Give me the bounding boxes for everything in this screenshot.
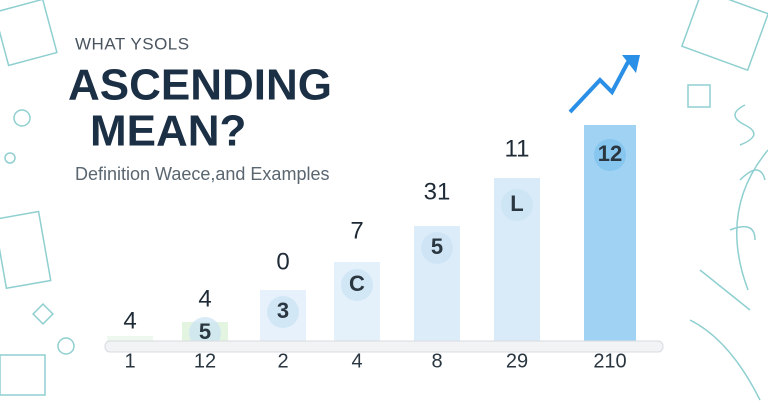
inner-label: L xyxy=(510,191,523,216)
inner-label: 3 xyxy=(277,298,289,323)
label-badge xyxy=(594,139,626,171)
label-badge xyxy=(267,296,299,328)
title-line: ASCENDING xyxy=(68,61,332,110)
top-label: 11 xyxy=(505,135,530,162)
base-label: 210 xyxy=(593,350,626,372)
base-label: 4 xyxy=(351,350,362,372)
column-bar xyxy=(107,336,153,344)
base-label: 8 xyxy=(431,350,442,372)
base-label: 2 xyxy=(277,350,288,372)
columns: 4 1 5 4 12 3 0 2 C 7 4 5 31 8 L 11 29 12 210 xyxy=(107,125,636,372)
label-badge xyxy=(501,189,533,221)
inner-label: 5 xyxy=(431,234,443,259)
top-label: 4 xyxy=(123,307,136,334)
top-label: 4 xyxy=(198,285,211,312)
top-label: 0 xyxy=(276,248,289,275)
base-label: 29 xyxy=(506,350,528,372)
title-line: MEAN? xyxy=(90,107,246,156)
label-badge xyxy=(341,269,373,301)
top-label: 7 xyxy=(350,217,363,244)
base-label: 12 xyxy=(194,350,216,372)
subtitle: Definition Waece,and Examples xyxy=(75,164,329,184)
inner-label: C xyxy=(349,271,365,296)
baseline xyxy=(104,340,664,353)
kicker: WHAT YSOLS xyxy=(75,34,190,53)
top-label: 31 xyxy=(424,178,451,205)
inner-label: 5 xyxy=(199,319,211,344)
label-badge xyxy=(421,232,453,264)
inner-label: 12 xyxy=(598,141,622,166)
base-label: 1 xyxy=(124,350,135,372)
